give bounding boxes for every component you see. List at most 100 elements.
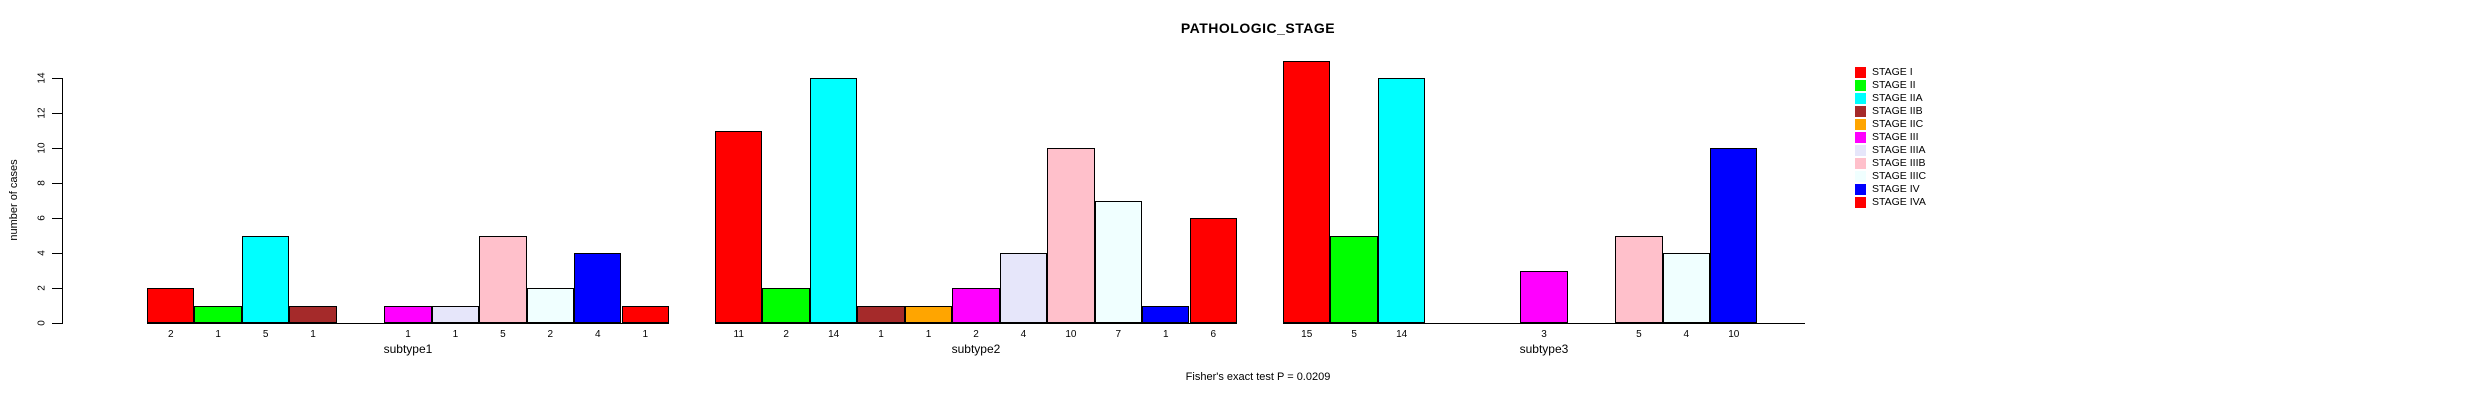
bar-stage-iv: [1710, 148, 1758, 323]
bar-stage-iv: [1142, 305, 1190, 323]
legend-swatch: [1855, 184, 1866, 195]
y-axis-title: number of cases: [8, 159, 20, 241]
legend-swatch: [1855, 197, 1866, 208]
bar-stage-iia: [241, 235, 290, 323]
group-label: subtype1: [383, 342, 433, 356]
bar-stage-iiia: [999, 253, 1048, 323]
bar-stage-iiic: [1662, 253, 1711, 323]
legend-label: STAGE III: [1872, 131, 1919, 143]
y-axis-tick: [52, 322, 62, 324]
group-baseline: [1283, 323, 1805, 324]
legend-swatch: [1855, 171, 1866, 182]
y-axis-tick-label: 2: [36, 285, 48, 291]
legend-label: STAGE IIIC: [1872, 170, 1927, 182]
legend-label: STAGE IIIA: [1872, 144, 1926, 156]
y-axis-tick-label: 12: [36, 107, 48, 119]
legend-label: STAGE IIA: [1872, 92, 1923, 104]
bar-value-label: 11: [733, 329, 744, 340]
legend-item: STAGE IIIA: [1855, 144, 1925, 157]
legend-item: STAGE II: [1855, 79, 1916, 92]
bar-stage-iii: [1520, 270, 1568, 323]
legend-item: STAGE IV: [1855, 183, 1920, 196]
bar-value-label: 2: [783, 329, 789, 340]
bar-stage-iiib: [1615, 235, 1663, 323]
legend-swatch: [1855, 67, 1866, 78]
y-axis-tick: [52, 217, 62, 219]
y-axis-tick-label: 10: [36, 142, 48, 154]
bar-stage-iiic: [1094, 200, 1143, 323]
y-axis-tick: [52, 77, 62, 79]
bar-stage-ii: [1330, 235, 1378, 323]
bar-value-label: 1: [215, 329, 221, 340]
bar-stage-iib: [289, 305, 337, 323]
bar-stage-iiib: [1047, 148, 1095, 323]
bar-value-label: 10: [1065, 329, 1077, 340]
legend-swatch: [1855, 93, 1866, 104]
bar-stage-iii: [384, 305, 432, 323]
legend-item: STAGE IVA: [1855, 196, 1926, 209]
legend-label: STAGE II: [1872, 79, 1916, 91]
y-axis-tick-label: 0: [36, 320, 48, 326]
legend-label: STAGE IV: [1872, 183, 1920, 195]
y-axis-tick: [52, 252, 62, 254]
bar-stage-iic: [904, 305, 953, 323]
bar-value-label: 5: [1351, 329, 1357, 340]
legend-swatch: [1855, 119, 1866, 130]
bar-value-label: 5: [262, 329, 269, 340]
bar-value-label: 4: [1020, 329, 1027, 340]
bar-value-label: 6: [1210, 329, 1216, 340]
y-axis-tick: [52, 182, 62, 184]
bar-value-label: 1: [452, 329, 459, 340]
bar-stage-i: [1283, 60, 1331, 323]
y-axis-tick: [52, 287, 62, 289]
bar-value-label: 4: [1683, 329, 1690, 340]
bar-value-label: 7: [1115, 329, 1122, 340]
bar-value-label: 10: [1728, 329, 1740, 340]
bar-stage-ii: [194, 305, 242, 323]
bar-stage-iva: [1189, 218, 1237, 323]
bar-value-label: 2: [547, 329, 554, 340]
y-axis-tick-label: 4: [36, 250, 48, 256]
bar-stage-iv: [574, 253, 622, 323]
bar-value-label: 5: [500, 329, 506, 340]
bar-value-label: 4: [594, 329, 601, 340]
bar-value-label: 14: [1396, 329, 1408, 340]
fisher-test-annotation: Fisher's exact test P = 0.0209: [1185, 371, 1331, 383]
legend-item: STAGE IIA: [1855, 92, 1923, 105]
bar-value-label: 1: [878, 329, 884, 340]
legend-label: STAGE I: [1872, 66, 1913, 78]
legend-swatch: [1855, 80, 1866, 91]
legend-item: STAGE IIC: [1855, 118, 1923, 131]
chart-title: PATHOLOGIC_STAGE: [1180, 20, 1336, 36]
legend-item: STAGE I: [1855, 66, 1913, 79]
bar-stage-iiib: [479, 235, 527, 323]
legend-label: STAGE IVA: [1872, 196, 1926, 208]
bar-value-label: 14: [828, 329, 840, 340]
legend-label: STAGE IIB: [1872, 105, 1923, 117]
bar-stage-iiia: [431, 305, 480, 323]
bar-value-label: 5: [1636, 329, 1642, 340]
legend-item: STAGE III: [1855, 131, 1918, 144]
group-label: subtype3: [1519, 342, 1569, 356]
bar-stage-iia: [809, 78, 858, 323]
legend-label: STAGE IIC: [1872, 118, 1924, 130]
bar-stage-iva: [621, 305, 669, 323]
y-axis-tick: [52, 147, 62, 149]
bar-stage-iiic: [526, 288, 575, 323]
bar-value-label: 2: [167, 329, 174, 340]
legend-swatch: [1855, 106, 1866, 117]
bar-stage-iii: [952, 288, 1000, 323]
bar-value-label: 2: [973, 329, 979, 340]
bar-stage-iib: [857, 305, 905, 323]
group-baseline: [715, 323, 1237, 324]
group-baseline: [147, 323, 669, 324]
bar-stage-ii: [762, 288, 810, 323]
bar-stage-iia: [1377, 78, 1426, 323]
y-axis-tick: [52, 112, 62, 114]
legend-label: STAGE IIIB: [1872, 157, 1926, 169]
legend-swatch: [1855, 158, 1866, 169]
bar-value-label: 3: [1541, 329, 1547, 340]
legend-swatch: [1855, 145, 1866, 156]
y-axis-tick-label: 14: [36, 72, 48, 84]
